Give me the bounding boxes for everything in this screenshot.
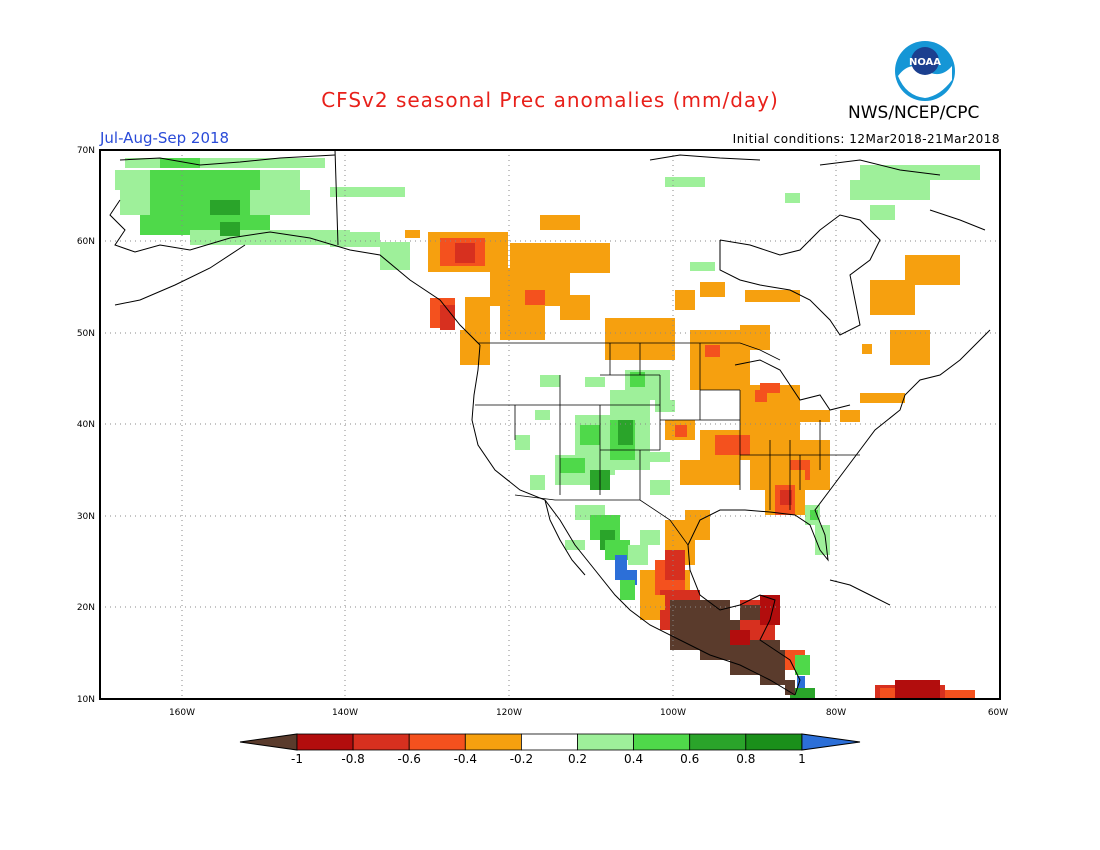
lat-label-20n: 20N xyxy=(77,603,95,613)
lat-label-30n: 30N xyxy=(77,512,95,522)
lon-label-140w: 140W xyxy=(332,708,358,718)
colorbar-label: 0.2 xyxy=(568,752,587,766)
lon-label-100w: 100W xyxy=(660,708,686,718)
lat-label-50n: 50N xyxy=(77,329,95,339)
organization-label: NWS/NCEP/CPC xyxy=(848,103,980,123)
colorbar-swatch xyxy=(633,733,691,751)
colorbar-swatch xyxy=(689,733,747,751)
colorbar-swatch xyxy=(521,733,578,751)
map-frame xyxy=(99,149,1001,700)
colorbar-swatch xyxy=(296,733,354,751)
logo-text: NOAA xyxy=(909,57,941,68)
lat-label-40n: 40N xyxy=(77,420,95,430)
lon-label-120w: 120W xyxy=(496,708,522,718)
colorbar-label: -1 xyxy=(291,752,303,766)
lat-label-10n: 10N xyxy=(77,695,95,705)
lon-label-80w: 80W xyxy=(826,708,846,718)
colorbar-label: -0.8 xyxy=(341,752,364,766)
coastlines xyxy=(109,149,991,696)
colorbar-swatch xyxy=(577,733,634,751)
anomaly-field xyxy=(115,158,980,699)
colorbar-label: -0.4 xyxy=(454,752,477,766)
colorbar-label: -0.6 xyxy=(397,752,420,766)
colorbar-swatch xyxy=(464,733,522,751)
chart-title: CFSv2 seasonal Prec anomalies (mm/day) xyxy=(321,88,779,112)
colorbar: -1 -0.8 -0.6 -0.4 -0.2 0.2 0.4 0.6 0.8 1 xyxy=(239,733,861,766)
colorbar-label: -0.2 xyxy=(510,752,533,766)
colorbar-swatch xyxy=(408,733,466,751)
lat-label-60n: 60N xyxy=(77,237,95,247)
colorbar-arrow-high xyxy=(801,733,861,751)
map-gridlines xyxy=(100,150,1000,699)
colorbar-swatch xyxy=(745,733,803,751)
colorbar-label: 0.8 xyxy=(736,752,755,766)
initial-conditions-label: Initial conditions: 12Mar2018-21Mar2018 xyxy=(732,132,1000,146)
season-label: Jul-Aug-Sep 2018 xyxy=(100,129,230,147)
lon-label-60w: 60W xyxy=(988,708,1008,718)
colorbar-label: 0.6 xyxy=(680,752,699,766)
lon-label-160w: 160W xyxy=(169,708,195,718)
borders xyxy=(475,342,860,546)
noaa-logo-icon: NOAA xyxy=(895,41,955,101)
lat-label-70n: 70N xyxy=(77,146,95,156)
colorbar-label: 1 xyxy=(798,752,806,766)
colorbar-label: 0.4 xyxy=(624,752,643,766)
colorbar-arrow-low xyxy=(239,733,298,751)
colorbar-swatch xyxy=(352,733,410,751)
